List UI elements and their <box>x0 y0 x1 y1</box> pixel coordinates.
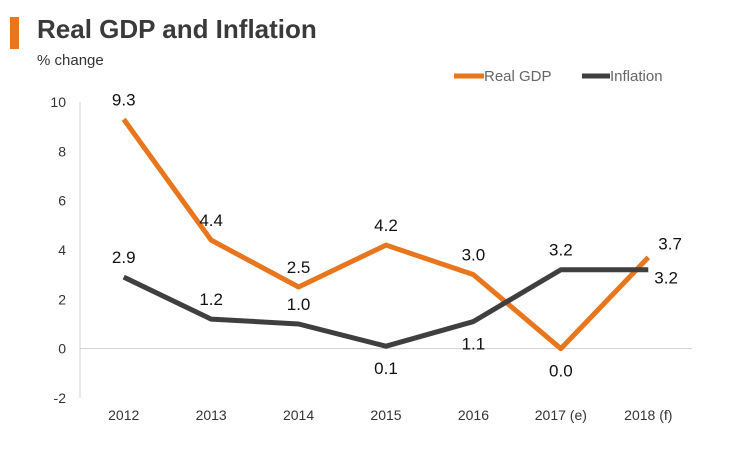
real-gdp-data-label: 2.5 <box>287 258 311 277</box>
y-tick-label: 0 <box>58 341 66 357</box>
inflation-data-label: 2.9 <box>112 248 136 267</box>
y-axis-unit-label: % change <box>37 52 104 69</box>
legend-inflation-label: Inflation <box>610 68 663 85</box>
inflation-data-label: 0.1 <box>374 359 398 378</box>
y-tick-label: 6 <box>58 193 66 209</box>
x-tick-label: 2017 (e) <box>535 407 587 423</box>
chart-title: Real GDP and Inflation <box>37 14 317 44</box>
real-gdp-data-label: 4.4 <box>199 211 223 230</box>
legend: Real GDP Inflation <box>454 68 663 85</box>
y-tick-label: 8 <box>58 143 66 159</box>
title-accent-bar <box>10 17 19 49</box>
real-gdp-data-label: 9.3 <box>112 90 136 109</box>
real-gdp-data-label: 3.0 <box>462 246 486 265</box>
real-gdp-data-label: 0.0 <box>549 362 573 381</box>
x-tick-label: 2013 <box>196 407 227 423</box>
inflation-data-label: 3.2 <box>654 269 678 288</box>
y-tick-label: 4 <box>58 242 66 258</box>
data-labels: 9.3 4.4 2.5 4.2 3.0 0.0 3.7 2.9 1.2 1.0 0.1 1.1 3.2 3… <box>112 90 682 380</box>
inflation-data-label: 3.2 <box>549 241 573 260</box>
legend-real-gdp-label: Real GDP <box>484 68 552 85</box>
inflation-data-label: 1.1 <box>462 335 486 354</box>
y-tick-label: 10 <box>50 94 66 110</box>
inflation-line <box>122 267 649 349</box>
y-tick-label: -2 <box>54 390 67 406</box>
x-tick-label: 2018 (f) <box>624 407 672 423</box>
x-tick-label: 2016 <box>458 407 489 423</box>
real-gdp-data-label: 3.7 <box>658 234 682 253</box>
x-tick-label: 2012 <box>108 407 139 423</box>
real-gdp-data-label: 4.2 <box>374 216 398 235</box>
series-lines <box>121 117 651 352</box>
axes: -2 0 2 4 6 8 10 2012 2013 2014 2015 2016 2017 (e) 201… <box>50 94 692 423</box>
y-tick-label: 2 <box>58 291 66 307</box>
inflation-data-label: 1.0 <box>287 295 311 314</box>
x-tick-label: 2014 <box>283 407 314 423</box>
real-gdp-line <box>121 117 651 352</box>
inflation-data-label: 1.2 <box>199 290 223 309</box>
x-tick-label: 2015 <box>370 407 401 423</box>
